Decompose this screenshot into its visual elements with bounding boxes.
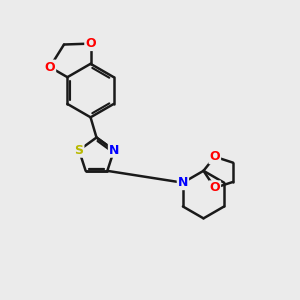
Text: O: O <box>209 150 220 163</box>
Text: O: O <box>85 37 96 50</box>
Text: N: N <box>109 144 119 157</box>
Text: N: N <box>178 176 188 189</box>
Text: O: O <box>209 181 220 194</box>
Text: O: O <box>45 61 55 74</box>
Text: S: S <box>74 144 83 157</box>
